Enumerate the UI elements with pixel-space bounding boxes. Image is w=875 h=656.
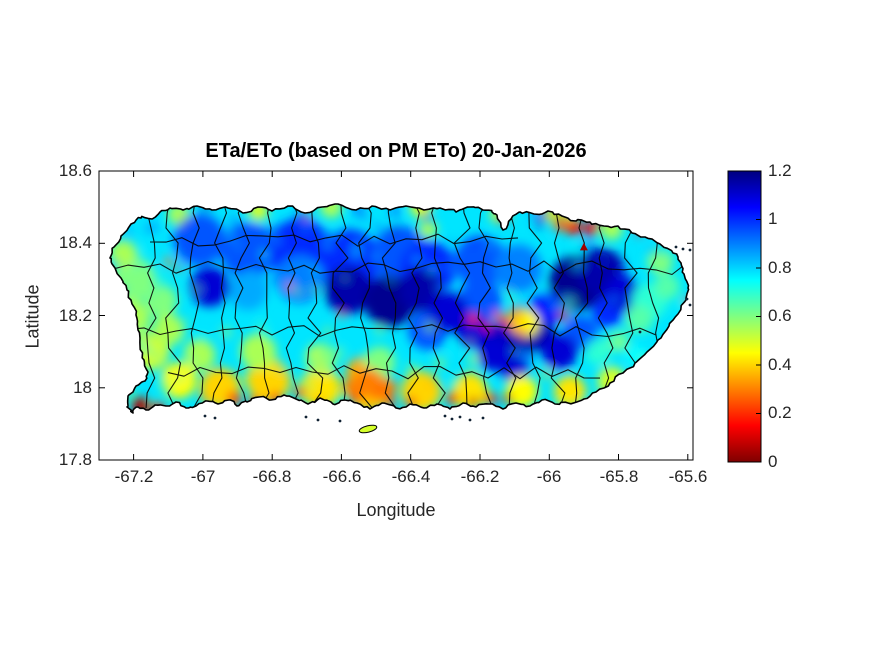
offshore-cays [203, 245, 692, 434]
x-tick-label: -66.2 [460, 467, 500, 486]
y-tick-label: 18.4 [58, 233, 92, 252]
y-tick-label: 18 [73, 378, 92, 397]
x-tick-label: -66 [536, 467, 562, 486]
x-tick-label: -66.6 [322, 467, 362, 486]
colorbar-tick-label: 0.8 [768, 258, 792, 277]
x-axis-label: Longitude [356, 500, 436, 520]
colorbar-tick-label: 0 [768, 452, 778, 471]
axis-ticks [99, 170, 693, 461]
colorbar-tick-label: 1 [768, 209, 778, 228]
colorbar-tick-label: 0.2 [768, 403, 792, 422]
colorbar-tick-label: 1.2 [768, 161, 792, 180]
island-field [110, 204, 689, 413]
x-tick-label: -66.8 [252, 467, 292, 486]
colorbar-ticks [756, 170, 761, 463]
station-marker [579, 242, 588, 251]
figure-title: ETa/ETo (based on PM ETo) 20-Jan-2026 [205, 140, 587, 162]
x-tick-label: -65.6 [668, 467, 708, 486]
x-tick-label: -65.8 [599, 467, 639, 486]
colorbar-tick-label: 0.4 [768, 355, 792, 374]
colorbar-gradient [727, 170, 762, 463]
y-tick-label: 17.8 [58, 450, 92, 469]
y-tick-label: 18.6 [58, 161, 92, 180]
y-tick-label: 18.2 [58, 306, 92, 325]
x-tick-label: -66.4 [391, 467, 431, 486]
x-tick-label: -67 [190, 467, 216, 486]
x-tick-label: -67.2 [114, 467, 154, 486]
colorbar-tick-label: 0.6 [768, 306, 792, 325]
island-outline [109, 203, 690, 414]
